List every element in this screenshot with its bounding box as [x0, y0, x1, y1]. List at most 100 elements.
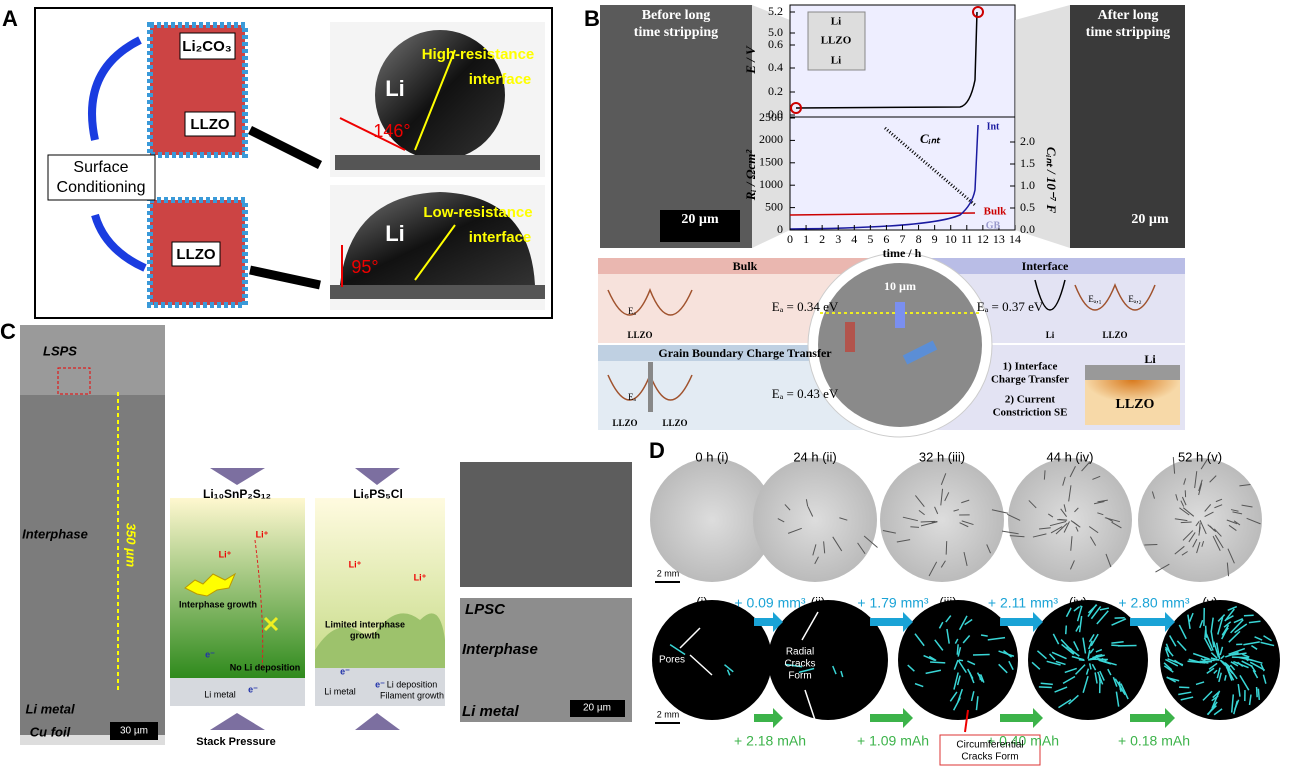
crack-3d [907, 664, 915, 672]
crack-3d [1233, 700, 1239, 715]
crack [1241, 504, 1253, 508]
crack-3d [1090, 633, 1099, 647]
label: 0 h (i) [695, 449, 728, 464]
crack-3d [1082, 637, 1087, 654]
scale-box [110, 722, 158, 740]
crack-3d [958, 659, 964, 662]
label: LLZO [1116, 397, 1155, 412]
crack [934, 506, 939, 515]
crack-3d [1228, 630, 1241, 643]
crack-3d [832, 665, 837, 675]
label: Li metal [324, 686, 356, 696]
crack [940, 560, 946, 568]
label: 2 mm [657, 568, 680, 578]
label: 24 h (ii) [793, 449, 836, 464]
energy-wells [1074, 282, 1156, 311]
label: High-resistance [422, 46, 535, 63]
label: (iii) [939, 594, 956, 609]
label: Li [831, 55, 841, 67]
crack-3d [1203, 637, 1213, 652]
label: e⁻ [340, 666, 350, 676]
crack-3d [1230, 661, 1239, 667]
crack-3d [1225, 615, 1234, 621]
label: 2) Current [1005, 394, 1056, 406]
crack-3d [1118, 681, 1122, 692]
crack [991, 509, 1009, 514]
crack [1198, 479, 1203, 492]
label-box [171, 241, 221, 267]
label: e⁻ [205, 649, 215, 659]
label: 0.0 [1020, 222, 1035, 236]
crack-3d [1249, 661, 1265, 671]
label: 9 [932, 232, 938, 246]
crack-3d [1262, 674, 1267, 684]
crack [1239, 483, 1251, 487]
segmented-slice [1160, 600, 1280, 720]
crack [940, 488, 944, 506]
crack-3d [1088, 633, 1095, 643]
crack-3d [980, 634, 988, 637]
label: Li⁺ [414, 572, 427, 582]
label: Li⁺ [219, 549, 232, 559]
llzo-atoms [147, 22, 248, 158]
crack [1215, 498, 1223, 503]
label: Circumferential [956, 740, 1023, 751]
label: 0 [777, 222, 783, 236]
crack-3d [1206, 705, 1217, 716]
crack-3d [1095, 648, 1103, 653]
crack-3d [1073, 641, 1080, 652]
crack [1199, 519, 1207, 535]
crack [953, 509, 960, 512]
crack-3d [1229, 664, 1236, 671]
ct-slice [880, 458, 1004, 582]
crack [1069, 465, 1076, 478]
crack [1093, 501, 1105, 505]
label: Interphase [462, 641, 538, 658]
label: 2500 [759, 110, 783, 124]
crack-3d [1248, 620, 1261, 624]
label: Eₐ [628, 306, 636, 316]
label: Interphase [22, 526, 88, 541]
arrow-capacity [754, 708, 783, 728]
crack [1230, 509, 1239, 512]
label: Li [831, 16, 841, 28]
crack-3d [953, 659, 959, 670]
crack [1092, 475, 1101, 480]
crack-3d [1227, 605, 1238, 611]
label: 52 h (v) [1178, 449, 1222, 464]
label: 30 µm [120, 726, 148, 737]
label: LPSC [465, 601, 506, 618]
label: interface [469, 71, 532, 88]
crack [1028, 500, 1037, 509]
label: 1 [803, 232, 809, 246]
crack-3d [1233, 618, 1244, 624]
pointer [801, 611, 819, 641]
label: 1500 [759, 155, 783, 169]
label: + 2.18 mAh [734, 733, 806, 749]
label: Eₐ,₂ [1128, 294, 1141, 304]
crack-3d [1242, 653, 1250, 658]
arrow [88, 36, 142, 141]
crack-3d [1213, 669, 1218, 674]
ion-path [254, 539, 264, 671]
crack-3d [938, 621, 944, 629]
label: LLZO [821, 35, 852, 47]
zoom-wedge [752, 5, 790, 248]
ct-slice [650, 458, 774, 582]
crack-3d [1088, 663, 1092, 670]
label: 3 [835, 232, 841, 246]
label: Li⁺ [349, 559, 362, 569]
arrow-volume [754, 612, 783, 632]
crack-3d [1094, 672, 1098, 684]
crack [928, 561, 938, 577]
crack-3d [1210, 617, 1214, 633]
label: time stripping [634, 25, 718, 40]
label: (ii) [811, 594, 825, 609]
label: LLZO [1102, 330, 1127, 340]
voltage-curve [795, 11, 978, 109]
pointer [804, 689, 816, 721]
crack [863, 535, 878, 548]
crack-3d [1187, 614, 1191, 629]
label: + 0.40 mAh [987, 733, 1059, 749]
